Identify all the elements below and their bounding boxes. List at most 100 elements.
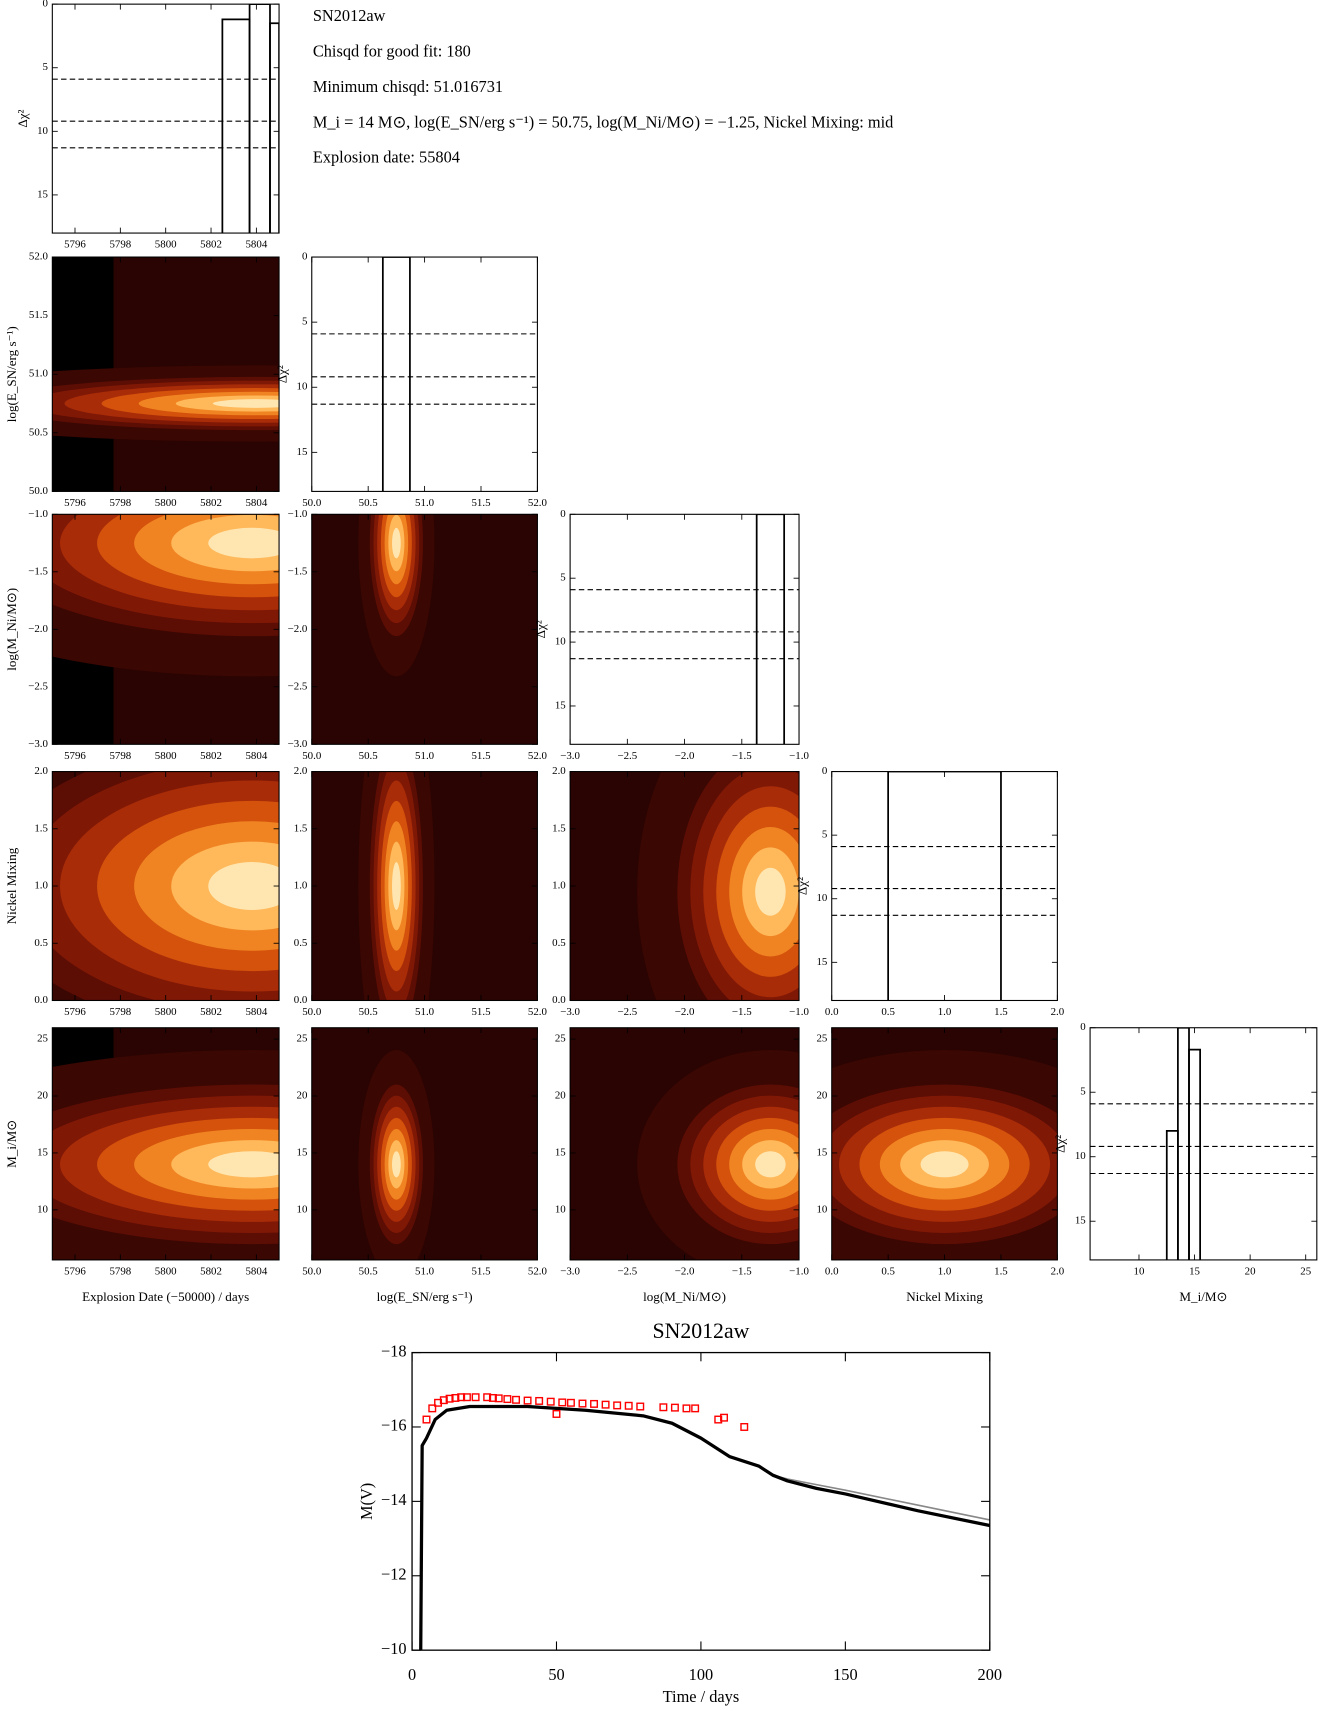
x-tick-label: 5802 (200, 239, 222, 251)
panel-frame (311, 513, 538, 745)
profile-axis-label: Δχ² (15, 109, 30, 127)
x-tick-label: 51.0 (415, 750, 435, 762)
contour-level (392, 862, 401, 911)
x-tick-label: 51.0 (415, 1006, 435, 1018)
data-point (590, 1399, 599, 1408)
x-tick-label: 50.5 (359, 750, 379, 762)
profile-axis-label: Δχ² (1053, 1135, 1068, 1153)
x-tick-label: 1.5 (994, 1006, 1008, 1018)
plot-frame (411, 1351, 991, 1651)
profile-panel (52, 4, 280, 234)
x-tick-label: −2.5 (617, 750, 637, 762)
y-tick-label: 10 (816, 892, 827, 904)
y-axis-label: M_i/M⊙ (4, 1120, 19, 1168)
contour-level (208, 527, 280, 559)
profile-panel (311, 257, 538, 492)
x-tick-label: −1.5 (732, 750, 752, 762)
x-tick-label: 5796 (64, 1006, 86, 1018)
data-point (471, 1393, 480, 1402)
x-tick-label: 51.5 (471, 1006, 491, 1018)
y-axis-label: Nickel Mixing (4, 847, 19, 924)
panel-frame (311, 256, 538, 492)
data-point (682, 1404, 691, 1413)
x-tick-label: 5800 (155, 1265, 177, 1277)
data-point (636, 1402, 645, 1411)
x-tick-label: 5796 (64, 239, 86, 251)
x-tick-label: 50.0 (302, 1006, 322, 1018)
x-tick-label: 5796 (64, 750, 86, 762)
profile-step (887, 771, 1002, 1001)
y-tick-label: 20 (816, 1090, 827, 1102)
y-tick-label: 0.0 (34, 994, 48, 1006)
y-tick-label: 0 (43, 0, 49, 10)
contour-panel (570, 771, 800, 1001)
data-point (462, 1393, 471, 1402)
y-tick-label: 15 (37, 188, 48, 200)
x-tick-label: 50.0 (302, 497, 322, 509)
x-tick-label: −2.5 (617, 1006, 637, 1018)
chart-title: SN2012aw (652, 1319, 749, 1343)
y-tick-label: 10 (555, 1203, 566, 1215)
y-tick-label: −3.0 (288, 738, 308, 750)
x-tick-label: 10 (1134, 1265, 1145, 1277)
panel-frame (311, 771, 538, 1002)
y-tick-label: 15 (297, 1146, 308, 1158)
data-point (578, 1399, 587, 1408)
y-tick-label: −2.0 (28, 623, 48, 635)
data-point (494, 1394, 503, 1403)
y-tick-label: 0.0 (294, 994, 308, 1006)
y-tick-label: 5 (560, 572, 566, 584)
data-point (428, 1404, 437, 1413)
y-tick-label: −16 (381, 1416, 407, 1435)
x-tick-label: 1.0 (938, 1006, 952, 1018)
y-tick-label: −2.5 (288, 680, 308, 692)
x-tick-label: 50 (548, 1665, 564, 1684)
panel-frame (51, 3, 280, 234)
contour-level (208, 862, 280, 910)
x-tick-label: −1.5 (732, 1265, 752, 1277)
x-tick-label: −2.0 (675, 1265, 695, 1277)
data-point (457, 1393, 466, 1402)
y-axis-label: log(M_Ni/M⊙) (4, 588, 19, 671)
y-tick-label: 1.0 (34, 880, 48, 892)
contour-panel (52, 514, 280, 745)
data-point (422, 1415, 431, 1424)
contour-level (755, 1151, 786, 1178)
x-tick-label: 5798 (109, 497, 131, 509)
x-tick-label: 25 (1300, 1265, 1311, 1277)
y-tick-label: 25 (37, 1033, 48, 1045)
y-tick-label: 15 (555, 699, 566, 711)
y-tick-label: 0.0 (552, 994, 566, 1006)
contour-level (920, 1151, 969, 1178)
y-tick-label: 10 (297, 1203, 308, 1215)
x-tick-label: 150 (833, 1665, 858, 1684)
x-tick-label: −2.0 (675, 1006, 695, 1018)
y-tick-label: 25 (555, 1033, 566, 1045)
contour-level (208, 1151, 280, 1178)
y-tick-label: 25 (816, 1033, 827, 1045)
y-tick-label: 20 (555, 1090, 566, 1102)
x-axis-label: log(E_SN/erg s⁻¹) (377, 1289, 473, 1304)
contour-panel (311, 514, 538, 745)
panel-frame (51, 513, 280, 745)
x-tick-label: 5796 (64, 497, 86, 509)
x-tick-label: 5804 (245, 497, 267, 509)
x-tick-label: −3.0 (560, 750, 580, 762)
y-tick-label: 1.0 (294, 880, 308, 892)
y-tick-label: −1.5 (288, 565, 308, 577)
contour-panel (52, 1027, 280, 1260)
x-tick-label: −1.5 (732, 1006, 752, 1018)
y-tick-label: 0.5 (294, 937, 308, 949)
x-tick-label: 51.0 (415, 497, 435, 509)
data-point (483, 1393, 492, 1402)
y-tick-label: −14 (381, 1490, 407, 1509)
y-tick-label: 15 (555, 1146, 566, 1158)
x-tick-label: 200 (978, 1665, 1003, 1684)
panel-frame (831, 771, 1058, 1002)
y-axis-label: log(E_SN/erg s⁻¹) (4, 326, 19, 422)
x-tick-label: 51.5 (471, 497, 491, 509)
x-tick-label: −3.0 (560, 1265, 580, 1277)
panel-frame (569, 513, 800, 745)
y-tick-label: 2.0 (552, 765, 566, 777)
